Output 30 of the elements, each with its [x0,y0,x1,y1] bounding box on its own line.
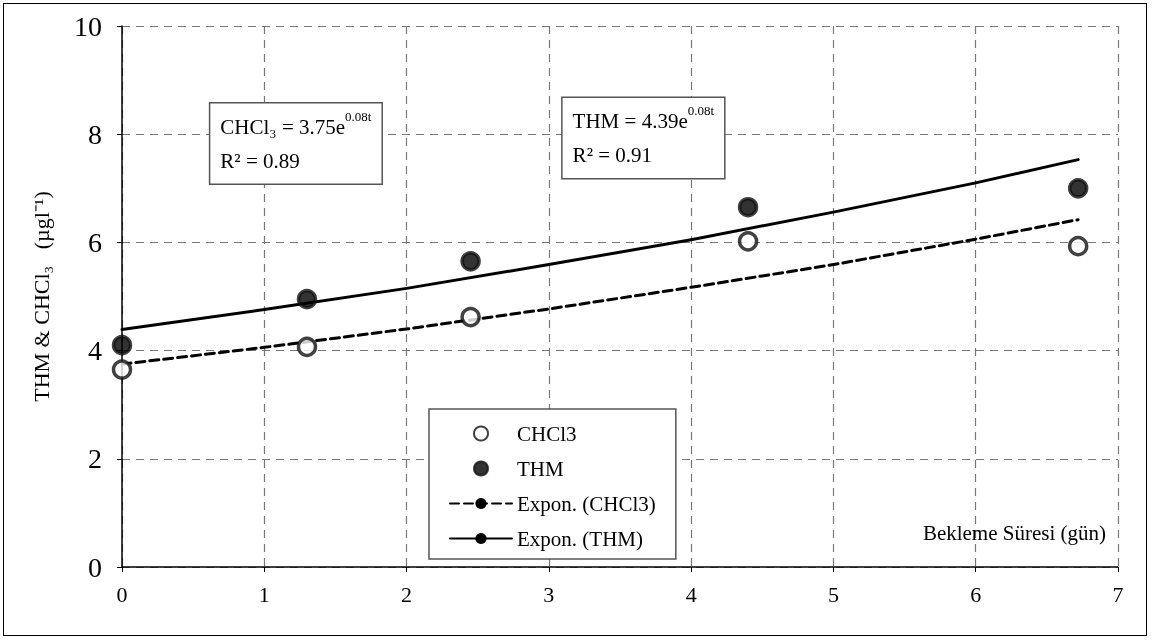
y-tick-label: 8 [88,118,102,150]
point [460,251,481,272]
y-tick-label: 4 [88,335,102,367]
x-tick-label: 7 [1112,581,1124,607]
y-tick-label: 2 [88,443,102,475]
y-tick-label: 0 [88,551,102,583]
x-tick-label: 0 [116,581,128,607]
point [111,334,133,356]
point [1067,178,1089,199]
legend-label: THM [517,456,564,481]
x-tick-label: 3 [543,581,555,607]
point [460,306,481,328]
x-tick-label: 1 [258,581,270,607]
y-tick-label: 10 [74,10,102,42]
y-axis-title: THM & CHCl₃ (µgl⁻¹) [28,191,54,402]
x-axis-title: Bekleme Süresi (gün) [922,520,1107,545]
legend-label: Expon. (CHCl3) [517,491,656,516]
x-tick-label: 6 [970,581,982,607]
point [296,336,318,358]
y-tick-label: 6 [88,226,102,258]
point [111,359,133,380]
x-tick-label: 2 [401,581,413,607]
point [296,288,318,310]
point [737,231,759,252]
point [1067,235,1089,257]
x-tick-label: 4 [685,581,697,607]
point [737,196,759,218]
legend-label: Expon. (THM) [517,526,643,551]
legend-label: CHCl3 [517,421,577,446]
x-tick-label: 5 [827,581,839,607]
